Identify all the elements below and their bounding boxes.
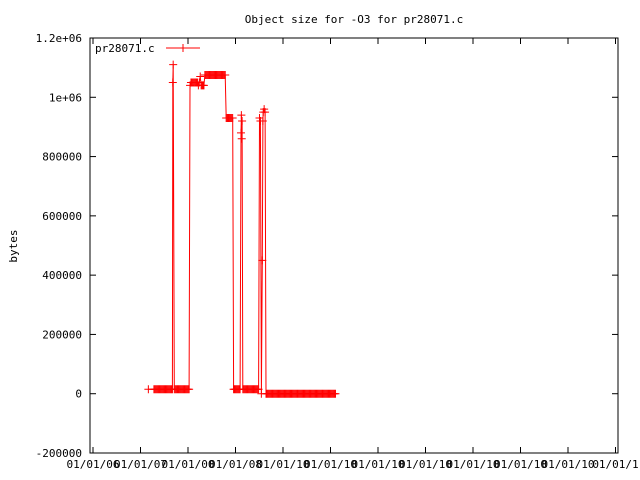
data-point	[228, 114, 237, 123]
x-tick-label: 01/01/07	[114, 458, 167, 471]
x-tick-label: 01/01/10	[542, 458, 595, 471]
data-point	[237, 111, 246, 120]
series-line	[148, 64, 336, 395]
data-point	[237, 134, 246, 143]
data-point	[261, 108, 270, 117]
series-layer	[144, 60, 340, 398]
legend: pr28071.c	[95, 42, 200, 55]
y-ticks: 1.2e+06 1e+06 800000 600000 400000 200000 0 -20…	[36, 32, 618, 460]
x-tick-label: 01/01/08	[209, 458, 262, 471]
data-point	[221, 71, 230, 80]
legend-point-marker	[179, 44, 187, 52]
x-ticks: 01/01/0601/01/0701/01/0001/01/0801/01/10…	[67, 38, 639, 471]
data-point	[258, 256, 267, 265]
data-point	[331, 389, 340, 398]
data-point	[196, 72, 205, 81]
x-tick-label: 01/01/00	[162, 458, 215, 471]
chart-title: Object size for -O3 for pr28071.c	[245, 13, 464, 26]
x-tick-label: 01/01/10	[399, 458, 452, 471]
x-tick-label: 01/01/06	[67, 458, 120, 471]
x-tick-label: 01/01/10	[494, 458, 547, 471]
y-tick-label: 800000	[42, 151, 82, 164]
x-tick-label: 01/01/10	[304, 458, 357, 471]
x-tick-label: 01/01/1	[592, 458, 638, 471]
data-point	[254, 385, 263, 394]
x-tick-label: 01/01/10	[352, 458, 405, 471]
y-axis-label: bytes	[7, 229, 20, 262]
legend-label: pr28071.c	[95, 42, 155, 55]
x-tick-label: 01/01/10	[257, 458, 310, 471]
y-tick-label: 600000	[42, 210, 82, 223]
data-point	[199, 81, 208, 90]
data-point	[185, 385, 194, 394]
y-tick-label: 1.2e+06	[36, 32, 82, 45]
data-point	[238, 117, 247, 125]
y-tick-label: -200000	[36, 447, 82, 460]
y-tick-label: 1e+06	[49, 91, 82, 104]
y-tick-label: 0	[75, 388, 82, 401]
y-tick-label: 400000	[42, 269, 82, 282]
data-point	[236, 128, 245, 137]
y-tick-label: 200000	[42, 328, 82, 341]
plot-frame	[89, 37, 619, 454]
data-point	[258, 117, 267, 125]
x-tick-label: 01/01/10	[447, 458, 500, 471]
data-point	[169, 60, 178, 69]
data-point	[168, 78, 177, 87]
